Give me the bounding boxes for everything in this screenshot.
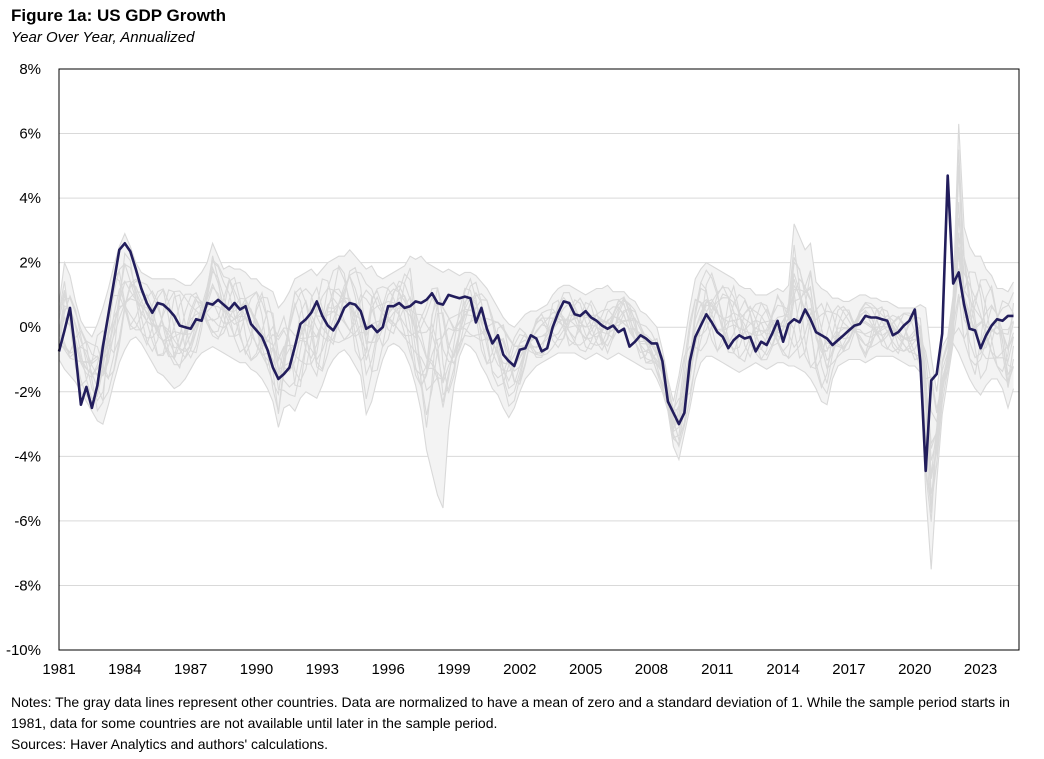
x-tick-label: 1990 [240,661,273,678]
y-tick-label: 0% [19,319,41,336]
x-tick-label: 2014 [766,661,799,678]
y-tick-label: -2% [14,384,41,401]
gdp-growth-chart: 8%6%4%2%0%-2%-4%-6%-8%-10% 1981 1984 1987 1… [6,61,1020,678]
other-country-line [58,252,1014,522]
other-country-extreme-line [58,336,1015,570]
x-tick-label: 1999 [437,661,470,678]
y-tick-label: 2% [19,255,41,272]
y-tick-label: -8% [14,577,41,594]
y-tick-label: -4% [14,448,41,465]
x-tick-label: 1984 [108,661,141,678]
y-axis-ticks: 8% 6% 4% 2% 0% -2% -4% -6% -8% -10% [6,61,41,659]
x-tick-label: 2002 [503,661,536,678]
x-tick-label: 2008 [635,661,668,678]
sources-text: Sources: Haver Analytics and authors' ca… [11,736,329,752]
y-tick-label: 8% [19,61,41,78]
y-tick-label: -10% [6,642,41,659]
us-series [57,174,1014,473]
other-country-extreme-line [58,123,1014,402]
x-tick-label: 1987 [174,661,207,678]
x-tick-label: 2011 [701,661,733,678]
plot-frame [58,68,1020,651]
chart-title: Figure 1a: US GDP Growth [11,6,227,25]
x-tick-label: 1981 [42,661,75,678]
x-tick-label: 2017 [832,661,865,678]
us-gdp-line [57,174,1014,473]
notes-text: Notes: The gray data lines represent oth… [11,694,1010,731]
x-tick-label: 1993 [306,661,339,678]
chart-subtitle: Year Over Year, Annualized [11,29,195,46]
x-axis-ticks: 1981 1984 1987 1990 1993 1996 1999 2002 2005 2008… [42,661,997,678]
y-tick-label: -6% [14,513,41,530]
x-tick-label: 2005 [569,661,602,678]
y-tick-label: 4% [19,190,41,207]
chart-notes: Notes: The gray data lines represent oth… [11,692,1036,755]
other-country-line [58,165,1015,494]
other-country-line [58,171,1014,479]
x-tick-label: 2023 [964,661,997,678]
other-country-line [58,246,1015,513]
y-tick-label: 6% [19,126,41,143]
other-countries-lines [58,123,1015,570]
x-tick-label: 1996 [371,661,404,678]
x-tick-label: 2020 [898,661,931,678]
